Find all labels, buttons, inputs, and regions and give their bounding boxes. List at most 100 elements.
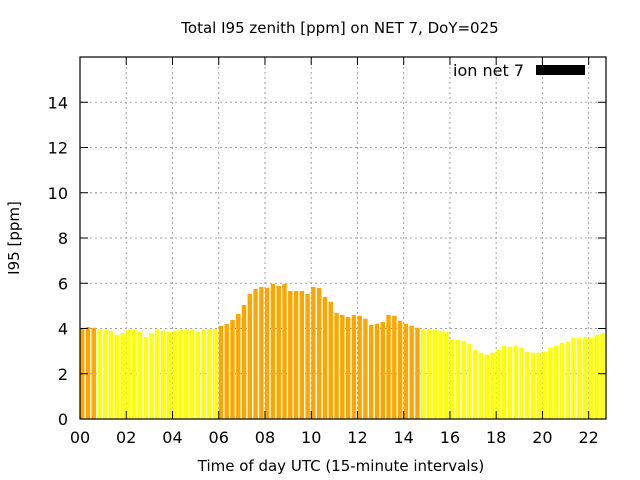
bar xyxy=(172,330,177,419)
bar xyxy=(276,285,281,419)
bar xyxy=(293,290,299,419)
y-tick-label: 6 xyxy=(58,274,68,293)
x-tick-label: 02 xyxy=(116,428,136,447)
bar xyxy=(91,327,96,419)
legend: ion net 7 xyxy=(453,61,585,80)
bar xyxy=(340,314,345,419)
bar xyxy=(253,288,258,419)
bar xyxy=(218,325,224,419)
bar xyxy=(120,333,125,419)
plot-border xyxy=(79,56,607,420)
bar xyxy=(345,316,351,419)
bar xyxy=(501,345,507,419)
bar xyxy=(588,337,594,419)
bar xyxy=(455,339,461,419)
bar xyxy=(565,341,570,419)
bar xyxy=(449,339,455,419)
bar xyxy=(236,313,241,419)
bar xyxy=(241,304,247,419)
y-tick-label: 0 xyxy=(58,410,68,429)
bar xyxy=(97,329,102,419)
y-tick-label: 4 xyxy=(58,320,68,339)
x-axis-label: Time of day UTC (15-minute intervals) xyxy=(197,457,484,475)
bar xyxy=(178,329,183,419)
bar xyxy=(490,352,495,419)
y-axis-label: I95 [ppm] xyxy=(5,201,23,275)
bar xyxy=(230,319,235,419)
bar xyxy=(467,343,472,419)
bar xyxy=(432,329,437,419)
legend-label: ion net 7 xyxy=(453,61,524,80)
x-tick-label: 12 xyxy=(347,428,367,447)
bar xyxy=(247,293,253,419)
x-tick-label: 16 xyxy=(440,428,460,447)
bar xyxy=(149,333,154,419)
bar xyxy=(577,337,582,419)
bar xyxy=(542,351,547,419)
legend-swatch xyxy=(536,65,585,75)
bar xyxy=(513,345,518,419)
chart-title: Total I95 zenith [ppm] on NET 7, DoY=025 xyxy=(180,19,498,37)
bar xyxy=(473,349,478,419)
x-tick-label: 14 xyxy=(394,428,414,447)
bar xyxy=(189,329,195,419)
bar xyxy=(484,354,490,419)
bar xyxy=(438,330,443,419)
bar xyxy=(311,286,316,419)
x-tick-label: 06 xyxy=(209,428,229,447)
bar xyxy=(496,349,501,419)
bar xyxy=(369,324,374,419)
bar xyxy=(409,325,414,419)
bar xyxy=(357,315,362,419)
x-tick-label: 18 xyxy=(486,428,506,447)
bar xyxy=(519,347,524,419)
bar xyxy=(160,330,166,419)
bar xyxy=(264,288,270,419)
bar xyxy=(114,334,120,419)
y-tick-label: 10 xyxy=(48,184,68,203)
bar xyxy=(559,342,565,419)
x-tick-label: 08 xyxy=(255,428,275,447)
bar xyxy=(207,328,212,419)
y-tick-label: 12 xyxy=(48,139,68,158)
bar xyxy=(553,345,559,419)
bar xyxy=(380,321,385,419)
bar xyxy=(525,351,530,419)
bar xyxy=(166,331,172,419)
x-tick-label: 22 xyxy=(578,428,598,447)
bar xyxy=(108,330,114,419)
bar xyxy=(137,331,143,419)
x-tick-label: 04 xyxy=(162,428,182,447)
bar xyxy=(212,328,218,419)
bar xyxy=(600,333,605,419)
bar xyxy=(582,336,588,419)
x-tick-label: 00 xyxy=(70,428,90,447)
bar xyxy=(571,337,576,419)
bar xyxy=(155,328,160,419)
bar xyxy=(548,347,553,419)
y-tick-label: 14 xyxy=(48,93,68,112)
bar xyxy=(461,340,466,419)
bar xyxy=(507,346,513,419)
bar xyxy=(184,329,189,419)
bar xyxy=(85,326,91,419)
bar xyxy=(195,331,200,419)
bar xyxy=(103,329,108,419)
bar xyxy=(322,296,328,419)
bar xyxy=(530,352,536,419)
bar xyxy=(403,323,409,419)
bar xyxy=(386,314,391,419)
bar xyxy=(282,283,287,419)
bar xyxy=(270,283,276,419)
bar xyxy=(126,329,131,419)
bar xyxy=(374,323,380,419)
y-tick-label: 8 xyxy=(58,229,68,248)
x-tick-label: 20 xyxy=(532,428,552,447)
bar xyxy=(316,288,322,419)
bar xyxy=(444,331,449,419)
x-tick-label: 10 xyxy=(301,428,321,447)
bar xyxy=(201,329,206,419)
y-tick-label: 2 xyxy=(58,365,68,384)
